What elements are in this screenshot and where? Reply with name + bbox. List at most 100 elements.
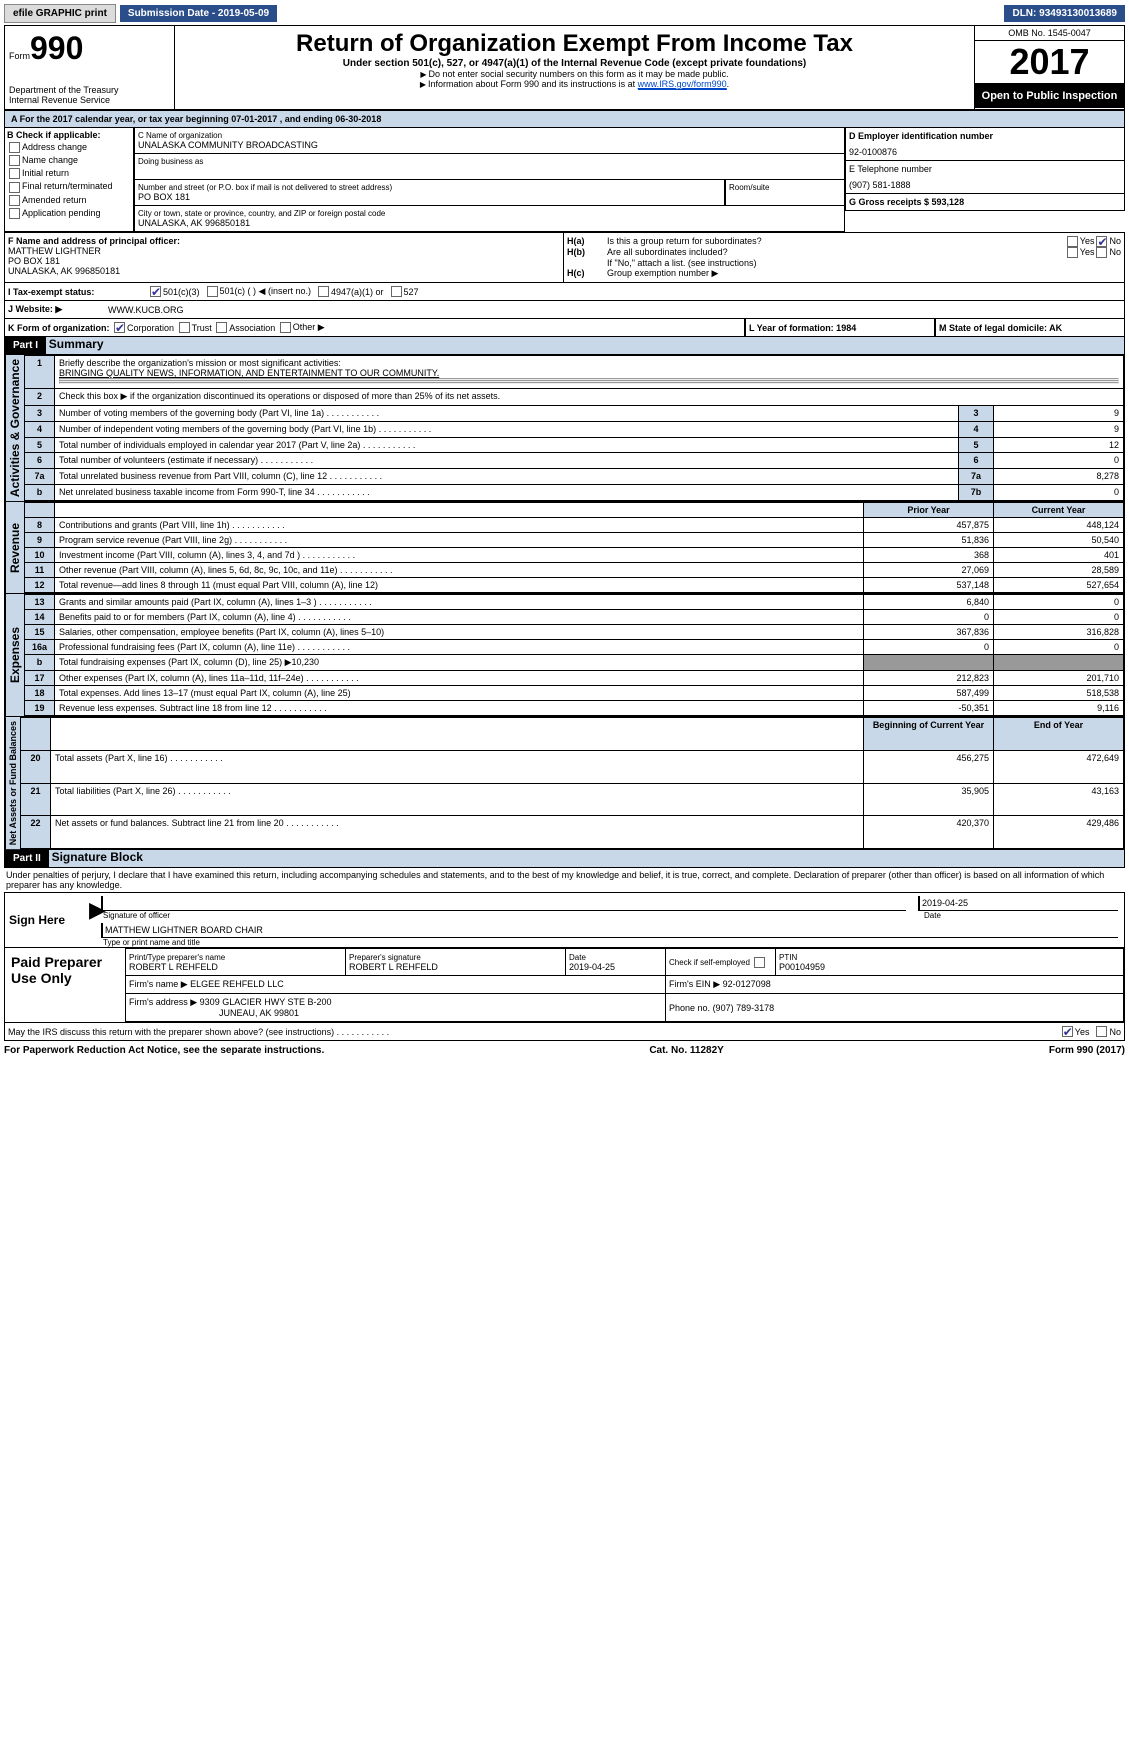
cb-ha-yes[interactable] [1067,236,1078,247]
vlabel-exp: Expenses [5,594,24,716]
dln: DLN: 93493130013689 [1004,5,1125,22]
hdr-beg: Beginning of Current Year [864,718,994,751]
sec-d-label: D Employer identification number [849,131,1121,141]
cb-hb-no[interactable] [1096,247,1107,258]
part-ii-title: Signature Block [52,850,143,864]
hdr-curr: Current Year [994,503,1124,518]
sign-here-label: Sign Here [5,893,85,947]
cb-disc-yes[interactable] [1062,1026,1073,1037]
officer-city: UNALASKA, AK 996850181 [8,266,560,276]
cb-initial[interactable] [9,168,20,179]
q19: Revenue less expenses. Subtract line 18 … [55,701,864,716]
form-title: Return of Organization Exempt From Incom… [179,30,970,58]
vlabel-rev: Revenue [5,502,24,593]
cb-other[interactable] [280,322,291,333]
cb-ha-no[interactable] [1096,236,1107,247]
section-b-to-g: B Check if applicable: Address change Na… [4,128,1125,232]
sig-officer-cap: Signature of officer [103,911,916,920]
form-subtitle: Under section 501(c), 527, or 4947(a)(1)… [179,58,970,69]
hc-text: Group exemption number ▶ [607,268,718,279]
q7a: Total unrelated business revenue from Pa… [55,469,959,485]
q11: Other revenue (Part VIII, column (A), li… [55,563,864,578]
q5: Total number of individuals employed in … [55,437,959,453]
instructions-link[interactable]: www.IRS.gov/form990 [638,79,727,90]
penalties-text: Under penalties of perjury, I declare th… [4,868,1125,892]
q1b: BRINGING QUALITY NEWS, INFORMATION, AND … [59,368,439,378]
sec-f-h: F Name and address of principal officer:… [4,232,1125,283]
cb-final[interactable] [9,182,20,193]
cb-disc-no[interactable] [1096,1026,1107,1037]
paid-preparer-block: Paid Preparer Use Only Print/Type prepar… [4,948,1125,1023]
form-header: Form990 Department of the Treasury Inter… [4,25,1125,110]
footer: For Paperwork Reduction Act Notice, see … [4,1041,1125,1060]
cb-name-change[interactable] [9,155,20,166]
q16a: Professional fundraising fees (Part IX, … [55,640,864,655]
dept-line2: Internal Revenue Service [9,95,170,105]
preparer-sig: ROBERT L REHFELD [349,962,438,972]
v7b: 0 [994,485,1124,501]
q4: Number of independent voting members of … [55,421,959,437]
q20: Total assets (Part X, line 16) [51,750,864,783]
hb-label: H(b) [567,247,607,258]
cb-amended[interactable] [9,195,20,206]
footer-right: Form 990 (2017) [1049,1045,1125,1056]
q16b: Total fundraising expenses (Part IX, col… [55,655,864,671]
cb-addr-change[interactable] [9,142,20,153]
q9: Program service revenue (Part VIII, line… [55,533,864,548]
q2: Check this box ▶ if the organization dis… [55,388,1124,405]
cb-527[interactable] [391,286,402,297]
tax-year: 2017 [975,41,1124,84]
row-a-period: A For the 2017 calendar year, or tax yea… [4,110,1125,128]
sec-g: G Gross receipts $ 593,128 [849,197,1121,207]
q18: Total expenses. Add lines 13–17 (must eq… [55,686,864,701]
q3: Number of voting members of the governin… [55,405,959,421]
firm-phone: (907) 789-3178 [713,1003,775,1013]
sign-date: 2019-04-25 [918,896,1118,911]
q7b: Net unrelated business taxable income fr… [55,485,959,501]
discuss-q: May the IRS discuss this return with the… [8,1027,1060,1037]
cb-501c3[interactable] [150,286,161,297]
sec-k-label: K Form of organization: [8,323,110,333]
hb-text: Are all subordinates included? [607,247,1065,258]
sign-here-block: Sign Here ▶ 2019-04-25 Signature of offi… [4,892,1125,948]
sign-arrow-icon: ▶ [85,893,95,947]
sec-f-label: F Name and address of principal officer: [8,236,560,246]
cb-assoc[interactable] [216,322,227,333]
q1a: Briefly describe the organization's miss… [59,358,341,368]
telephone: (907) 581-1888 [849,180,1121,190]
cb-corp[interactable] [114,322,125,333]
cb-501c[interactable] [207,286,218,297]
firm-ein: 92-0127098 [723,979,771,989]
form-number: 990 [30,30,83,66]
efile-button[interactable]: efile GRAPHIC print [4,4,116,23]
q17: Other expenses (Part IX, column (A), lin… [55,671,864,686]
officer-name: MATTHEW LIGHTNER [8,246,560,256]
hb-note: If "No," attach a list. (see instruction… [607,258,1121,268]
cb-self-emp[interactable] [754,957,765,968]
part-i-title: Summary [49,337,104,351]
v7a: 8,278 [994,469,1124,485]
dba-label: Doing business as [138,157,841,166]
hc-label: H(c) [567,268,607,279]
cb-pending[interactable] [9,208,20,219]
cb-4947[interactable] [318,286,329,297]
cb-hb-yes[interactable] [1067,247,1078,258]
cb-trust[interactable] [179,322,190,333]
q15: Salaries, other compensation, employee b… [55,625,864,640]
q6: Total number of volunteers (estimate if … [55,453,959,469]
self-emp: Check if self-employed [669,958,750,967]
ein: 92-0100876 [849,147,1121,157]
topbar: efile GRAPHIC print Submission Date - 20… [4,4,1125,23]
q21: Total liabilities (Part X, line 26) [51,783,864,816]
q13: Grants and similar amounts paid (Part IX… [55,595,864,610]
city-label: City or town, state or province, country… [138,209,841,218]
form-prefix: Form [9,51,30,61]
part-i-hdr: Part I [5,337,46,354]
firm-addr2: JUNEAU, AK 99801 [219,1008,299,1018]
hdr-end: End of Year [994,718,1124,751]
addr-label: Number and street (or P.O. box if mail i… [138,183,721,192]
dept-line1: Department of the Treasury [9,85,170,95]
header-note2-pre: Information about Form 990 and its instr… [428,79,638,89]
omb-number: OMB No. 1545-0047 [975,26,1124,41]
org-city: UNALASKA, AK 996850181 [138,218,841,228]
